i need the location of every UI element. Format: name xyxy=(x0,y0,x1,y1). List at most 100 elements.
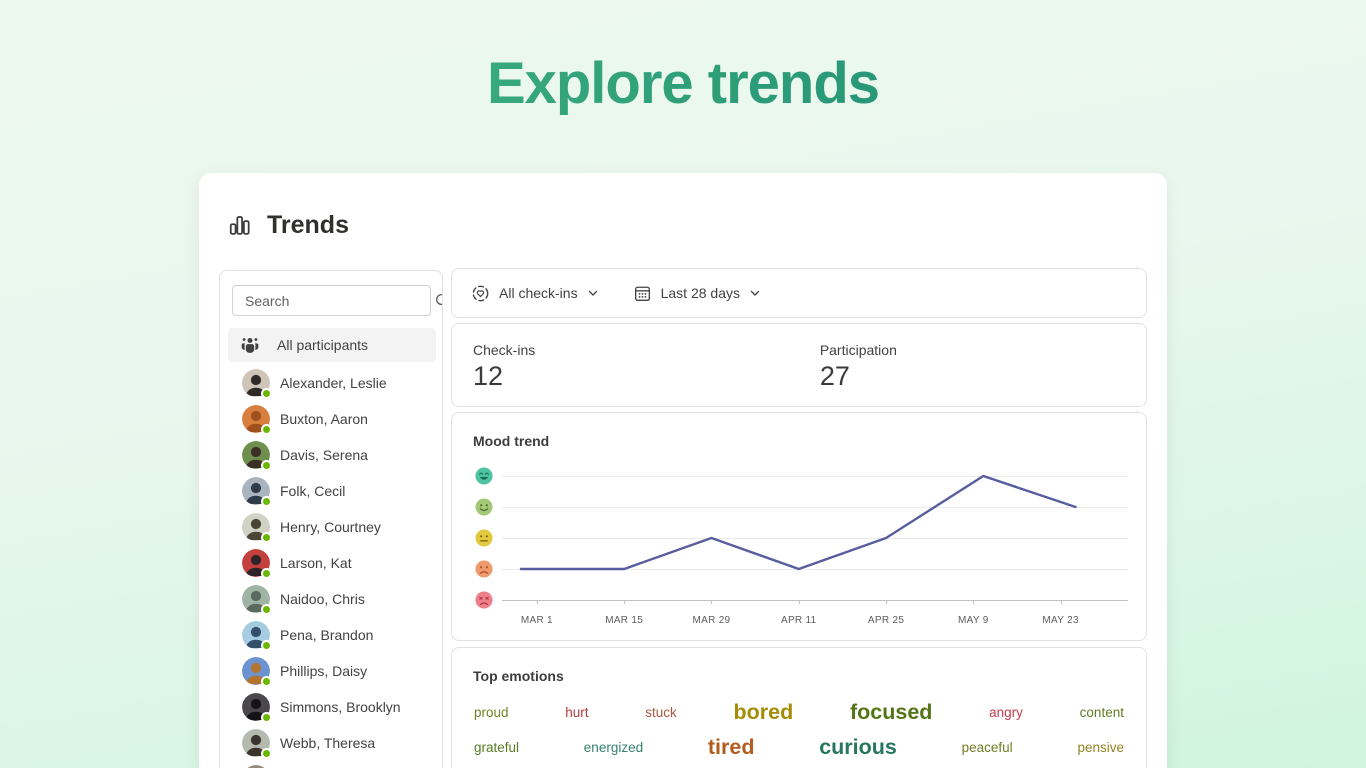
search-box xyxy=(232,285,442,316)
top-emotions-card: Top emotions proud hurt stuck bored focused a… xyxy=(451,647,1147,768)
participant-row[interactable]: Buxton, Aaron xyxy=(228,401,436,437)
checkins-filter-dropdown[interactable]: All check-ins xyxy=(471,284,599,303)
emotion-word: grateful xyxy=(474,739,520,755)
participant-name: Naidoo, Chris xyxy=(280,591,365,607)
all-participants-label: All participants xyxy=(277,337,369,353)
stats-card: Check-ins 12 Participation 27 xyxy=(451,323,1147,407)
emotion-word: angry xyxy=(989,704,1023,720)
avatar xyxy=(242,693,272,723)
emotion-word: curious xyxy=(819,734,897,759)
axis-tick xyxy=(711,600,713,604)
avatar xyxy=(242,585,272,615)
mood-chart: MAR 1 MAR 15 MAR 29 APR 11 APR 25 MAY 9 MAY 23 xyxy=(466,467,1128,633)
filter-bar: All check-ins Last 28 days xyxy=(451,268,1147,318)
emotion-word: hurt xyxy=(565,704,589,720)
checkin-heart-icon xyxy=(471,284,490,303)
participant-name: Alexander, Leslie xyxy=(280,375,387,391)
checkins-filter-label: All check-ins xyxy=(499,285,578,301)
participant-name: Davis, Serena xyxy=(280,447,368,463)
participant-row[interactable]: Davis, Serena xyxy=(228,437,436,473)
participation-label: Participation xyxy=(819,342,897,358)
participant-name: Pena, Brandon xyxy=(280,627,374,643)
chevron-down-icon xyxy=(587,287,599,299)
presence-available-badge xyxy=(261,496,272,507)
participants-panel: All participants Alexander, Leslie Buxto… xyxy=(219,270,443,768)
axis-tick xyxy=(973,600,975,604)
presence-available-badge xyxy=(261,712,272,723)
sidebar-item-all-participants[interactable]: All participants xyxy=(228,328,436,362)
axis-tick xyxy=(536,600,538,604)
emotion-word-row: grateful energized tired curious peaceful pen… xyxy=(452,732,1146,762)
date-range-label: Last 28 days xyxy=(660,285,740,301)
participant-row[interactable]: Folk, Cecil xyxy=(228,473,436,509)
participant-row-partial[interactable] xyxy=(228,761,436,768)
participant-row[interactable]: Alexander, Leslie xyxy=(228,365,436,401)
mood-emoji-sad xyxy=(475,560,494,579)
participant-list: All participants Alexander, Leslie Buxto… xyxy=(228,328,436,768)
avatar xyxy=(242,657,272,687)
x-tick-label: MAR 1 xyxy=(520,615,553,626)
participant-row[interactable]: Webb, Theresa xyxy=(228,725,436,761)
x-tick-label: MAR 15 xyxy=(605,615,644,626)
participation-stat: Participation 27 xyxy=(820,342,897,392)
avatar xyxy=(242,765,270,768)
bar-chart-icon xyxy=(227,213,252,238)
checkins-stat: Check-ins 12 xyxy=(473,342,535,392)
mood-x-axis-labels: MAR 1 MAR 15 MAR 29 APR 11 APR 25 MAY 9 MAY 23 xyxy=(502,615,1128,633)
axis-tick xyxy=(886,600,888,604)
gridline xyxy=(502,538,1128,539)
trends-content: All check-ins Last 28 days xyxy=(451,268,1147,768)
avatar xyxy=(242,729,272,759)
participant-name: Henry, Courtney xyxy=(280,519,381,535)
avatar xyxy=(242,405,272,435)
mood-emoji-very-happy xyxy=(475,467,494,486)
trends-title: Trends xyxy=(267,211,349,239)
participant-name: Folk, Cecil xyxy=(280,483,346,499)
participant-name: Simmons, Brooklyn xyxy=(280,699,401,715)
participant-name: Buxton, Aaron xyxy=(280,411,368,427)
avatar xyxy=(242,549,272,579)
participant-row[interactable]: Pena, Brandon xyxy=(228,617,436,653)
trends-header: Trends xyxy=(227,211,349,240)
top-emotions-title: Top emotions xyxy=(473,668,564,684)
emotion-word: pensive xyxy=(1077,739,1124,755)
date-range-dropdown[interactable]: Last 28 days xyxy=(633,284,761,303)
presence-available-badge xyxy=(261,640,272,651)
avatar xyxy=(242,477,272,507)
presence-available-badge xyxy=(261,424,272,435)
mood-emoji-happy xyxy=(475,498,494,517)
avatar xyxy=(242,441,272,471)
presence-available-badge xyxy=(261,532,272,543)
x-tick-label: MAY 23 xyxy=(1042,615,1079,626)
checkins-value: 12 xyxy=(473,361,504,391)
x-tick-label: APR 11 xyxy=(780,615,817,626)
trends-card: Trends xyxy=(199,173,1167,768)
participant-row[interactable]: Henry, Courtney xyxy=(228,509,436,545)
emotion-word: content xyxy=(1079,704,1124,720)
emotion-word: bored xyxy=(733,699,794,724)
emotion-word: peaceful xyxy=(961,739,1013,755)
mood-emoji-neutral xyxy=(475,529,494,548)
participant-row[interactable]: Naidoo, Chris xyxy=(228,581,436,617)
x-axis-line xyxy=(502,600,1128,601)
participation-value: 27 xyxy=(819,361,850,391)
axis-tick xyxy=(1060,600,1062,604)
x-tick-label: MAR 29 xyxy=(692,615,731,626)
emotion-word: focused xyxy=(849,699,933,724)
avatar xyxy=(242,369,272,399)
participant-row[interactable]: Larson, Kat xyxy=(228,545,436,581)
search-icon[interactable] xyxy=(434,292,442,309)
presence-available-badge xyxy=(261,604,272,615)
mood-trend-title: Mood trend xyxy=(473,433,550,449)
participant-name: Phillips, Daisy xyxy=(280,663,368,679)
participant-name: Webb, Theresa xyxy=(280,735,376,751)
gridline xyxy=(502,569,1128,570)
mood-trend-card: Mood trend MAR 1 MAR 15 MAR 29 APR 11 APR 25… xyxy=(451,412,1147,641)
search-input[interactable] xyxy=(233,292,434,309)
axis-tick xyxy=(624,600,626,604)
participant-row[interactable]: Phillips, Daisy xyxy=(228,653,436,689)
participant-row[interactable]: Simmons, Brooklyn xyxy=(228,689,436,725)
mood-emoji-angry xyxy=(475,591,494,610)
participant-name: Larson, Kat xyxy=(280,555,352,571)
presence-available-badge xyxy=(261,676,272,687)
